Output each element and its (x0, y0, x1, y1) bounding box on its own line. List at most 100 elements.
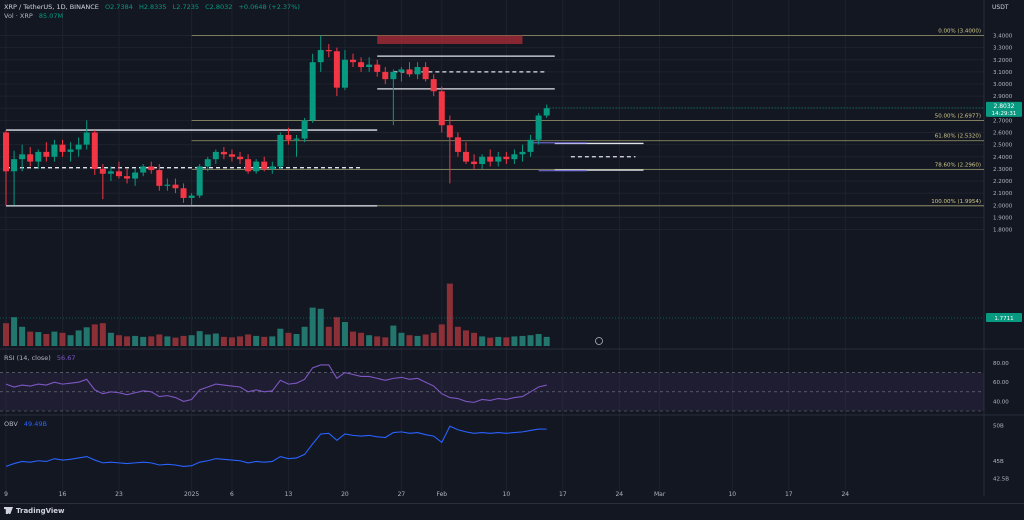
volume-bar (75, 330, 82, 346)
volume-bar (261, 336, 268, 346)
volume-bar (83, 327, 90, 346)
volume-bar (543, 336, 550, 346)
time-tick-label: 10 (503, 491, 511, 498)
volume-bar (382, 337, 389, 346)
candle-body (59, 144, 66, 152)
volume-bar (406, 335, 413, 346)
candle-body (511, 154, 518, 160)
volume-bar (212, 333, 219, 346)
volume-bar (301, 326, 308, 346)
rsi-tick-label: 60.00 (993, 380, 1009, 386)
countdown-label: 14:29:31 (992, 111, 1017, 117)
volume-bar (3, 323, 9, 346)
candle-body (350, 59, 357, 63)
time-tick-label: 24 (615, 491, 623, 498)
price-tick-label: 2.1000 (993, 191, 1013, 197)
chart-canvas[interactable]: 0.00% (3.4000) 50.00% (2.6977) 61.80% (2.5… (0, 0, 1024, 503)
volume-bar (462, 330, 469, 346)
brand-name: TradingView (16, 507, 65, 515)
volume-value: 85.07M (38, 12, 64, 20)
time-tick-label: 2025 (184, 491, 199, 498)
volume-badge (986, 313, 1022, 322)
candle-body (3, 132, 9, 172)
symbol-header: XRP / TetherUS, 1D, BINANCE O2.7384 H2.8… (4, 3, 304, 11)
obv-title[interactable]: OBV (4, 420, 18, 428)
volume-bar (59, 332, 66, 346)
candle-body (212, 151, 219, 160)
volume-bar (325, 326, 332, 346)
volume-bar (446, 283, 453, 346)
candle-body (317, 50, 324, 63)
volume-bar (91, 324, 98, 346)
volume-bar (374, 336, 381, 346)
volume-bar (511, 336, 518, 346)
volume-bar (107, 332, 114, 346)
candle-body (83, 132, 90, 145)
candle-body (27, 154, 34, 162)
volume-bar (430, 332, 437, 346)
price-tick-label: 3.1000 (993, 70, 1013, 76)
candle-body (188, 195, 195, 198)
candle-body (204, 159, 211, 167)
candle-body (430, 79, 437, 92)
change-value: +0.0648 (+2.37%) (238, 3, 300, 11)
footer-bar: TradingView (0, 503, 1024, 520)
candle-body (196, 166, 203, 196)
candle-body (479, 156, 486, 165)
obv-tick-label: 42.5B (993, 476, 1009, 482)
volume-bar (196, 331, 203, 346)
volume-label[interactable]: Vol · XRP (4, 12, 33, 20)
volume-bar (414, 335, 421, 346)
candle-body (156, 170, 163, 186)
volume-bar (309, 307, 316, 346)
candle-body (543, 108, 550, 116)
time-tick-label: Mar (654, 491, 666, 498)
supply-zone (377, 35, 523, 44)
tradingview-icon (4, 507, 13, 514)
obv-tick-label: 45B (993, 459, 1004, 465)
volume-bar (19, 326, 26, 346)
volume-bar (333, 317, 340, 346)
high-value: H2.8335 (138, 3, 167, 11)
currency-label: USDT (992, 4, 1009, 11)
volume-bar (438, 324, 445, 346)
candle-body (140, 166, 147, 173)
candle-body (228, 154, 235, 157)
volume-bar (124, 336, 131, 346)
price-tick-label: 2.2000 (993, 179, 1013, 185)
candle-body (164, 184, 171, 186)
price-tick-label: 2.5000 (993, 143, 1013, 149)
volume-bar (293, 334, 300, 346)
candle-body (487, 156, 494, 162)
volume-bar (180, 335, 187, 346)
candle-body (261, 161, 268, 169)
volume-badge-label: 1.7711 (994, 316, 1013, 322)
fib-level-label: 100.00% (1.9954) (931, 199, 981, 205)
volume-bar (269, 336, 276, 346)
volume-bar (277, 328, 284, 346)
volume-bar (220, 336, 227, 346)
volume-bar (51, 331, 58, 346)
candle-body (422, 67, 429, 80)
price-tick-label: 2.3000 (993, 167, 1013, 173)
candle-body (285, 134, 292, 140)
symbol-name[interactable]: XRP / TetherUS, 1D, BINANCE (4, 3, 99, 11)
price-tick-label: 2.9000 (993, 94, 1013, 100)
volume-bar (204, 334, 211, 346)
candle-body (325, 50, 332, 52)
candle-body (43, 151, 50, 157)
rsi-title[interactable]: RSI (14, close) (4, 354, 51, 362)
volume-bar (253, 335, 260, 346)
volume-bar (164, 336, 171, 346)
candle-body (11, 159, 18, 172)
candle-body (471, 161, 478, 165)
price-tick-label: 1.9000 (993, 215, 1013, 221)
rsi-line (5, 364, 547, 403)
volume-bar (237, 336, 244, 346)
time-tick-label: 17 (559, 491, 567, 498)
price-tick-label: 3.3000 (993, 46, 1013, 52)
volume-bar (317, 308, 324, 346)
low-value: L2.7235 (172, 3, 200, 11)
open-value: O2.7384 (104, 3, 133, 11)
tradingview-logo[interactable]: TradingView (4, 507, 65, 515)
